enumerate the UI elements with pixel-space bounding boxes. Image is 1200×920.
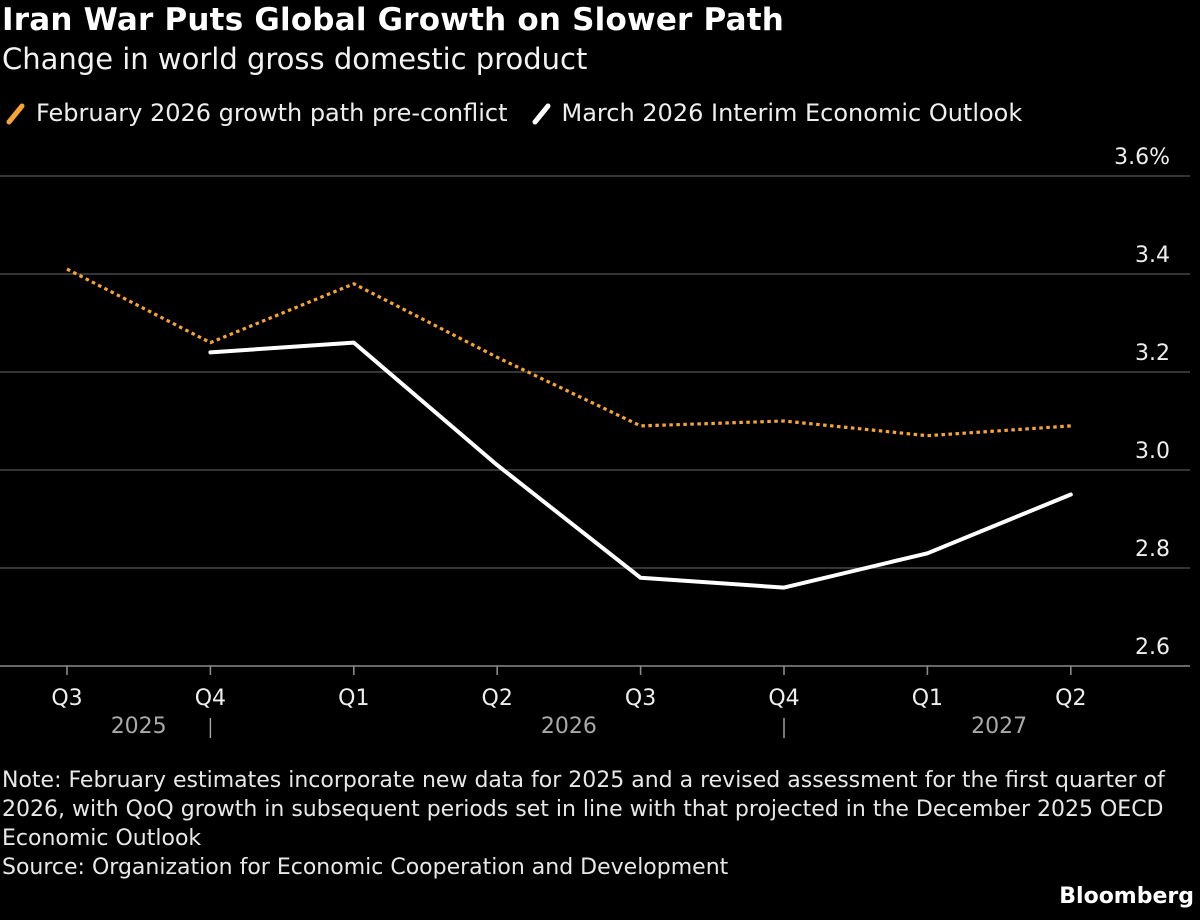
legend-swatch-pre-conflict	[6, 103, 25, 125]
grid-lines	[0, 175, 1190, 667]
y-tick-label: 3.2	[1135, 341, 1170, 366]
x-tick-label: Q1	[338, 686, 369, 711]
legend-swatch-interim	[532, 103, 550, 125]
chart-title: Iran War Puts Global Growth on Slower Pa…	[2, 2, 785, 38]
y-tick-label: 3.0	[1135, 439, 1170, 464]
x-tick-label: Q4	[768, 686, 799, 711]
y-tick-label: 2.8	[1135, 537, 1170, 562]
series-line-interim	[208, 340, 1073, 590]
chart-note: Note: February estimates incorporate new…	[2, 768, 1165, 851]
legend-label-interim: March 2026 Interim Economic Outlook	[561, 99, 1023, 127]
legend-item-pre-conflict: February 2026 growth path pre-conflict	[6, 99, 508, 127]
chart-source: Source: Organization for Economic Cooper…	[2, 855, 729, 880]
legend: February 2026 growth path pre-conflict M…	[6, 96, 1046, 130]
y-tick-label: 3.4	[1135, 243, 1170, 268]
x-tick-label: Q3	[51, 686, 82, 711]
x-year-label: 2025	[111, 714, 167, 739]
x-year-label: 2026	[541, 714, 597, 739]
legend-item-interim: March 2026 Interim Economic Outlook	[532, 99, 1023, 127]
y-tick-label: 3.6%	[1114, 145, 1170, 170]
y-axis-ticks: 3.6% 3.4 3.2 3.0 2.8 2.6	[1114, 145, 1170, 660]
x-tick-label: Q2	[1055, 686, 1086, 711]
bloomberg-logo: Bloomberg	[1059, 884, 1194, 909]
series-lines	[66, 267, 1073, 590]
x-axis-ticks: Q3 Q4 Q1 Q2 Q3 Q4 Q1 Q2 2025 2026 2027	[51, 666, 1086, 739]
chart-subtitle: Change in world gross domestic product	[2, 42, 588, 76]
x-tick-label: Q3	[625, 686, 656, 711]
x-tick-label: Q4	[195, 686, 226, 711]
line-chart: 3.6% 3.4 3.2 3.0 2.8 2.6 Q3 Q4 Q1 Q2 Q3 Q4 Q1 Q2 2025…	[0, 145, 1190, 739]
x-tick-label: Q1	[912, 686, 943, 711]
y-tick-label: 2.6	[1135, 635, 1170, 660]
x-tick-label: Q2	[482, 686, 513, 711]
legend-label-pre-conflict: February 2026 growth path pre-conflict	[36, 99, 508, 127]
x-year-label: 2027	[971, 714, 1027, 739]
